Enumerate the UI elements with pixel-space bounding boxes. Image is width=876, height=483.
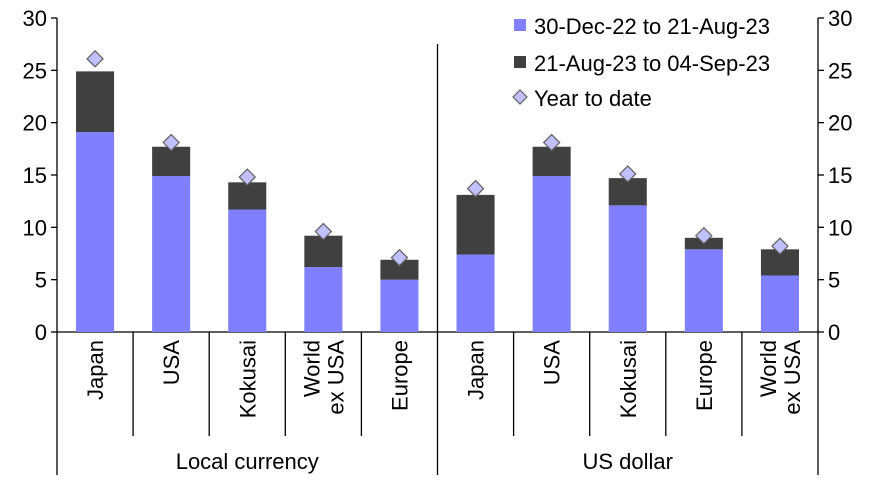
bar-segment — [304, 267, 343, 332]
category-label-line: ex USA — [780, 340, 805, 415]
category-label: USA — [159, 340, 184, 386]
legend-swatch — [514, 19, 526, 31]
left-y-tick-label: 20 — [23, 111, 47, 136]
category-label: Europe — [387, 340, 412, 411]
bar-segment — [76, 71, 115, 133]
group-label: US dollar — [583, 449, 673, 474]
category-label: Kokusai — [616, 340, 641, 418]
left-y-tick-label: 0 — [35, 320, 47, 345]
left-y-tick-label: 25 — [23, 58, 47, 83]
bar-segment — [456, 194, 495, 255]
right-y-tick-label: 20 — [828, 111, 852, 136]
left-y-tick-label: 15 — [23, 163, 47, 188]
group-label: Local currency — [176, 449, 319, 474]
bar-segment — [228, 182, 267, 210]
legend: 30-Dec-22 to 21-Aug-23 21-Aug-23 to 04-Se… — [512, 14, 770, 111]
ytd-marker — [618, 165, 637, 183]
ytd-marker — [162, 133, 180, 152]
ytd-marker — [771, 237, 789, 256]
ytd-marker — [86, 49, 104, 68]
ytd-marker — [542, 133, 561, 152]
legend-label: Year to date — [534, 86, 652, 111]
category-label-line: Kokusai — [235, 340, 260, 418]
ytd-marker — [390, 248, 409, 267]
category-label-line: Japan — [83, 340, 108, 400]
bar-segment — [760, 275, 799, 332]
bar-segment — [152, 146, 191, 177]
bar-segment — [228, 209, 267, 332]
bar-segment — [532, 146, 571, 177]
legend-label: 30-Dec-22 to 21-Aug-23 — [534, 14, 770, 39]
bar-segment — [380, 279, 419, 332]
category-label-line: Japan — [464, 340, 489, 400]
legend-label: 21-Aug-23 to 04-Sep-23 — [534, 51, 770, 76]
ytd-marker — [314, 222, 333, 241]
right-y-tick-label: 25 — [828, 58, 852, 83]
bar-segment — [532, 176, 571, 332]
category-label: Worldex USA — [299, 340, 348, 415]
legend-swatch — [514, 56, 526, 68]
right-y-tick-label: 30 — [828, 6, 852, 31]
bar-segment — [304, 235, 343, 268]
category-label: USA — [540, 340, 565, 386]
bar-segment — [380, 259, 419, 280]
bar-segment — [456, 254, 495, 332]
category-label-line: World — [756, 340, 781, 397]
category-label-line: ex USA — [323, 340, 348, 415]
category-label-line: Europe — [387, 340, 412, 411]
left-y-tick-label: 10 — [23, 215, 47, 240]
right-y-tick-label: 10 — [828, 215, 852, 240]
left-y-tick-label: 30 — [23, 6, 47, 31]
ytd-markers — [86, 49, 789, 267]
ytd-marker — [238, 168, 257, 186]
bar-segment — [608, 205, 647, 332]
category-label: Europe — [692, 340, 717, 411]
right-y-tick-label: 15 — [828, 163, 852, 188]
category-label-line: World — [299, 340, 324, 397]
right-y-tick-label: 0 — [828, 320, 840, 345]
category-label: Worldex USA — [756, 340, 805, 415]
bar-segment — [76, 132, 115, 332]
right-y-tick-label: 5 — [828, 268, 840, 293]
category-label: Kokusai — [235, 340, 260, 418]
category-label-line: Europe — [692, 340, 717, 411]
category-label-line: USA — [159, 340, 184, 386]
ytd-marker — [695, 226, 713, 245]
legend-marker — [512, 89, 528, 105]
category-label: Japan — [83, 340, 108, 400]
left-y-tick-label: 5 — [35, 268, 47, 293]
axes: 0 0 5 5 10 10 15 15 20 20 25 25 30 30 — [23, 6, 852, 475]
ytd-marker — [466, 179, 485, 198]
category-label-line: Kokusai — [616, 340, 641, 418]
bars — [76, 71, 799, 332]
bar-segment — [684, 249, 723, 332]
bar-segment — [152, 176, 191, 332]
category-label-line: USA — [540, 340, 565, 386]
category-label: Japan — [464, 340, 489, 400]
